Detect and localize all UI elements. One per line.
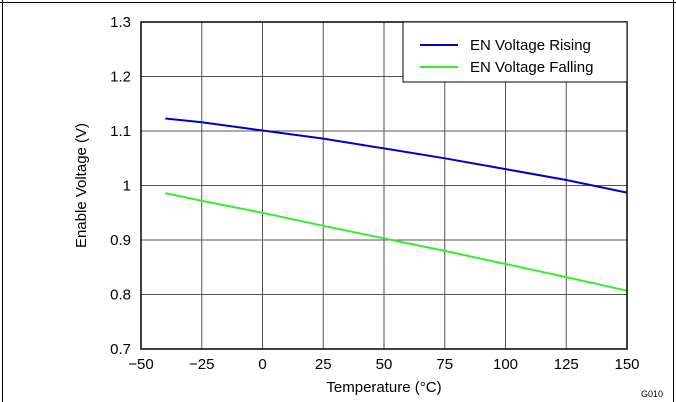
legend: EN Voltage Rising EN Voltage Falling xyxy=(402,21,628,83)
y-tick-label: 0.9 xyxy=(110,232,131,249)
legend-label-falling: EN Voltage Falling xyxy=(470,59,593,76)
plot-series xyxy=(165,117,628,292)
series-line-1 xyxy=(165,192,628,292)
legend-box xyxy=(402,21,628,83)
y-axis-label: Enable Voltage (V) xyxy=(73,123,90,248)
y-tick-label: 0.7 xyxy=(110,341,131,358)
y-tick-label: 1.2 xyxy=(110,69,131,86)
y-axis-ticks: 0.7 0.8 0.9 1 1.1 1.2 1.3 xyxy=(110,14,131,358)
x-axis-label: Temperature (°C) xyxy=(326,379,441,396)
y-tick-label: 1 xyxy=(123,178,131,195)
y-tick-label: 1.1 xyxy=(110,123,131,140)
plot-area xyxy=(140,21,628,350)
x-tick-label: 25 xyxy=(315,356,332,373)
x-tick-label: −50 xyxy=(128,356,153,373)
figure-id-tag: G010 xyxy=(641,389,663,399)
y-tick-label: 0.8 xyxy=(110,287,131,304)
x-axis-ticks: −50 −25 0 25 50 75 100 125 150 xyxy=(128,356,639,373)
x-tick-label: 0 xyxy=(258,356,266,373)
x-tick-label: −25 xyxy=(189,356,214,373)
y-tick-label: 1.3 xyxy=(110,14,131,31)
x-tick-label: 100 xyxy=(493,356,518,373)
x-tick-label: 50 xyxy=(376,356,393,373)
series-line-0 xyxy=(165,117,628,194)
x-tick-label: 150 xyxy=(614,356,639,373)
legend-label-rising: EN Voltage Rising xyxy=(470,37,591,54)
x-tick-label: 75 xyxy=(436,356,453,373)
x-tick-label: 125 xyxy=(554,356,579,373)
